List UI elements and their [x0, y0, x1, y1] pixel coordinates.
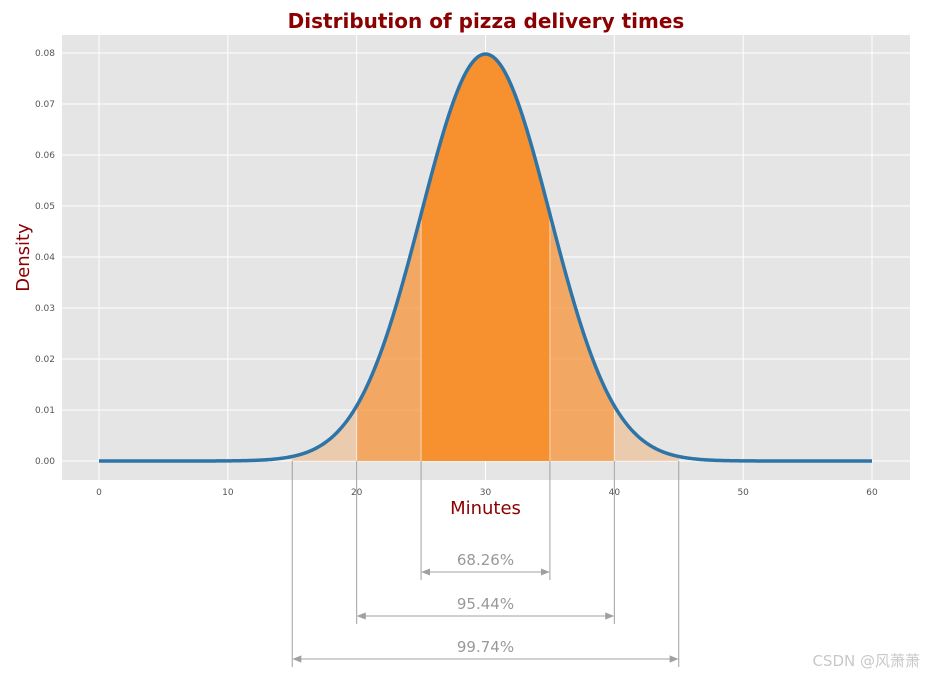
y-tick-label: 0.03	[35, 304, 55, 314]
x-tick-label: 10	[222, 488, 234, 498]
density-curve	[98, 52, 873, 463]
percentage-label: 95.44%	[457, 595, 514, 613]
percentage-label: 99.74%	[457, 638, 514, 656]
x-tick-label: 30	[480, 488, 492, 498]
y-axis-label: Density	[13, 223, 34, 292]
y-tick-labels: 0.00 0.01 0.02 0.03 0.04 0.05 0.06 0.07 0.08	[35, 49, 55, 467]
y-tick-label: 0.08	[35, 49, 55, 59]
x-tick-label: 60	[866, 488, 878, 498]
x-tick-labels: 0 10 20 30 40 50 60	[96, 488, 878, 498]
x-axis-label: Minutes	[450, 498, 521, 519]
y-tick-label: 0.04	[35, 253, 55, 263]
bands	[292, 54, 679, 462]
y-tick-label: 0.02	[35, 355, 55, 365]
y-tick-label: 0.01	[35, 406, 55, 416]
x-tick-label: 50	[737, 488, 749, 498]
y-tick-label: 0.07	[35, 100, 55, 110]
percentage-annotations: 68.26% 95.44% 99.74%	[291, 461, 680, 667]
band-area-6826	[421, 54, 550, 462]
percentage-label: 68.26%	[457, 551, 514, 569]
watermark: CSDN @风萧萧	[812, 652, 920, 670]
x-tick-label: 0	[96, 488, 102, 498]
y-tick-label: 0.05	[35, 202, 55, 212]
chart-title: Distribution of pizza delivery times	[288, 9, 685, 33]
y-tick-label: 0.00	[35, 457, 55, 467]
y-tick-label: 0.06	[35, 151, 55, 161]
